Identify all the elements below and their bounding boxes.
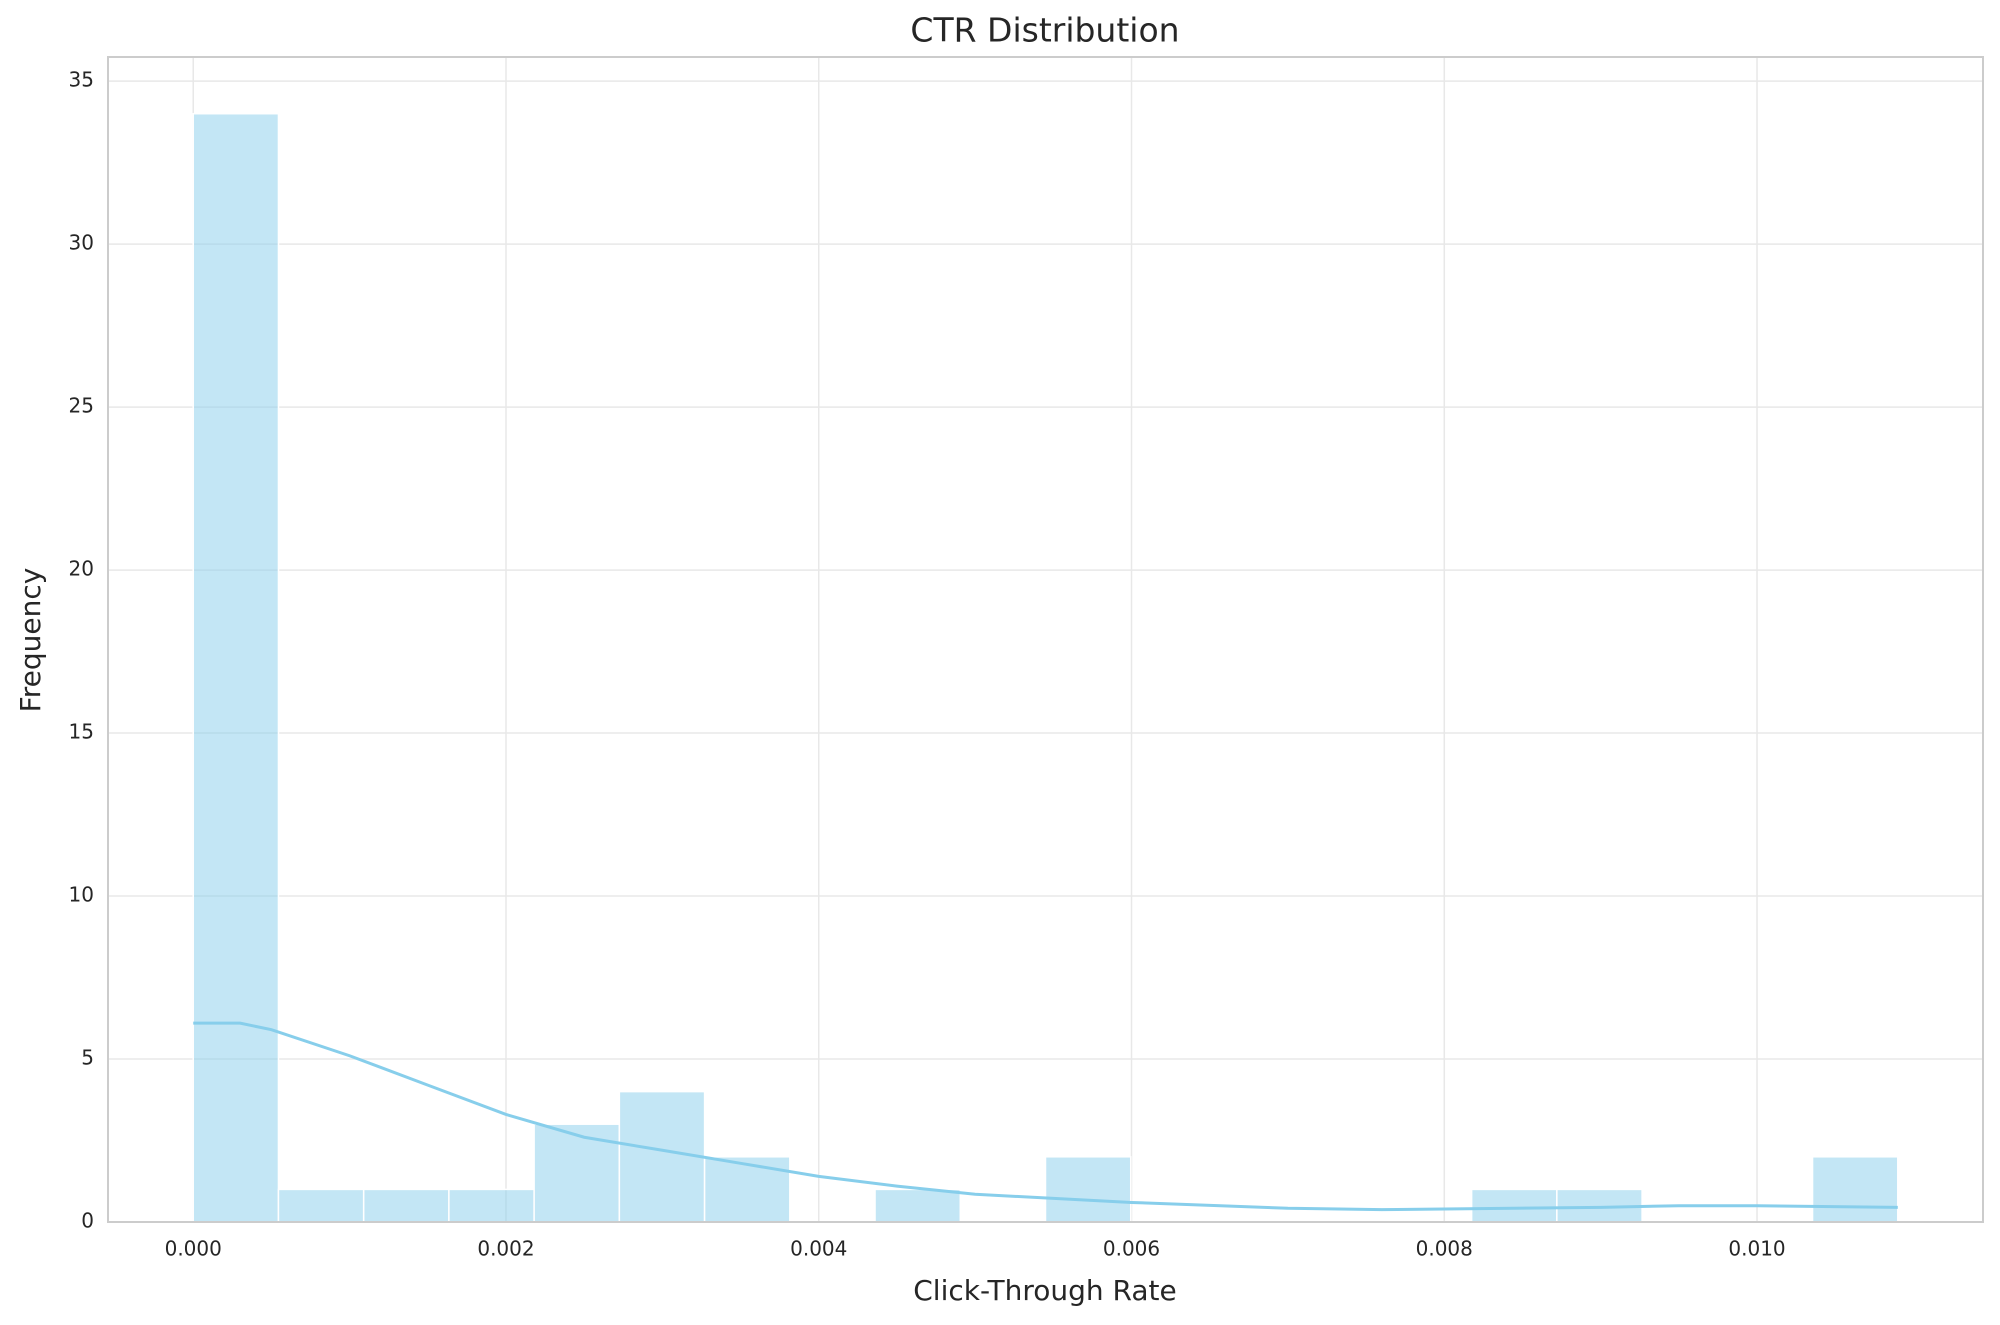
bar <box>1470 1188 1558 1223</box>
x-tick-label: 0.000 <box>165 1237 222 1261</box>
x-tick-label: 0.008 <box>1416 1237 1473 1261</box>
x-tick-label: 0.006 <box>1103 1237 1160 1261</box>
y-tick-label: 25 <box>69 394 94 418</box>
bar <box>703 1156 791 1223</box>
bar <box>448 1188 535 1223</box>
y-axis-label: Frequency <box>14 568 47 713</box>
bar <box>1811 1156 1899 1223</box>
y-tick-label: 20 <box>69 557 94 581</box>
x-axis-label: Click-Through Rate <box>913 1274 1177 1307</box>
plot-frame <box>107 56 1984 1223</box>
y-tick-label: 30 <box>69 231 94 255</box>
y-tick-label: 5 <box>81 1046 94 1070</box>
bar <box>277 1188 365 1223</box>
bar <box>1044 1156 1132 1223</box>
x-tick-label: 0.010 <box>1728 1237 1785 1261</box>
bar <box>874 1188 962 1223</box>
bar <box>533 1123 621 1223</box>
y-tick-label: 10 <box>69 883 94 907</box>
y-tick-label: 0 <box>81 1209 94 1233</box>
y-tick-label: 15 <box>69 720 94 744</box>
bar <box>192 112 280 1223</box>
x-tick-label: 0.002 <box>477 1237 534 1261</box>
chart-title: CTR Distribution <box>910 11 1179 50</box>
x-tick-label: 0.004 <box>790 1237 847 1261</box>
y-tick-label: 35 <box>69 68 94 92</box>
bar <box>618 1090 706 1223</box>
kde-line <box>193 1021 1898 1212</box>
bar <box>362 1188 450 1223</box>
